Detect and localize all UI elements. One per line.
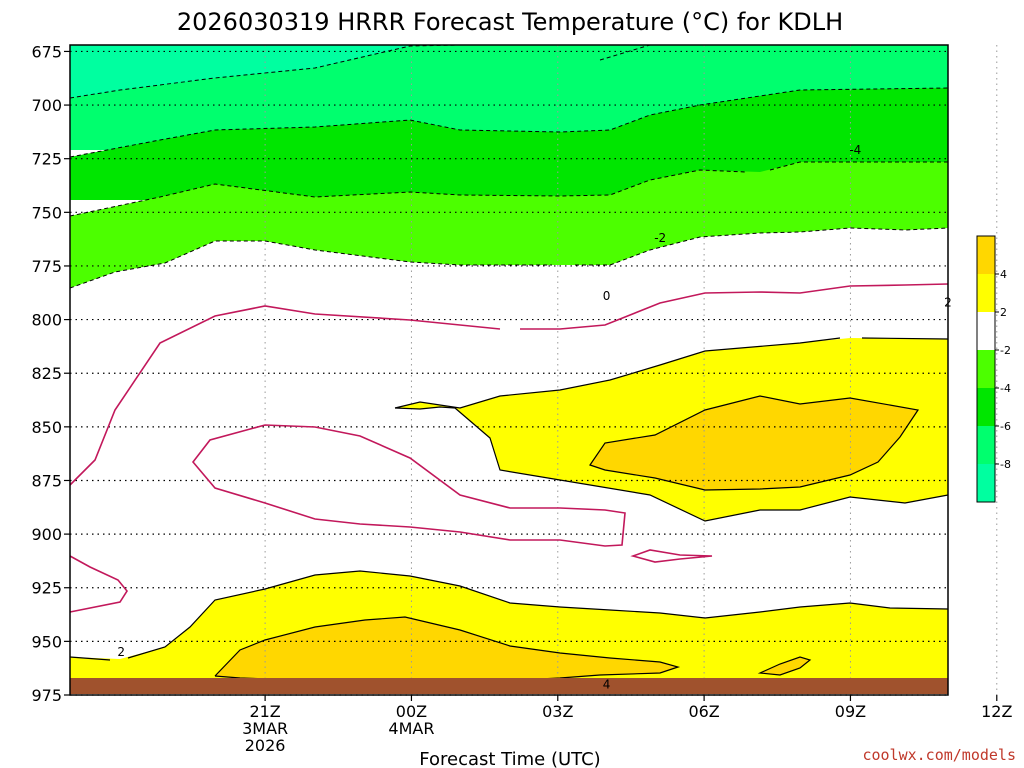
x-tick-label: 12Z xyxy=(981,702,1012,721)
y-tick-label: 725 xyxy=(31,150,62,169)
colorbar: 4 2 -2 -4 -6 -8 xyxy=(976,235,1011,503)
contour-plus4-small xyxy=(757,656,812,676)
contour-minus2-right xyxy=(575,227,949,266)
contour-plus2-upper-right xyxy=(861,337,949,340)
x-tick-label: 03Z xyxy=(542,702,573,721)
x-axis-label: Forecast Time (UTC) xyxy=(419,749,600,768)
x-tick-label: 09Z xyxy=(835,702,866,721)
y-tick-label: 700 xyxy=(31,96,62,115)
contour-plus4-lower xyxy=(214,616,681,681)
contour-label: -4 xyxy=(849,143,861,157)
contour-plus2-upper xyxy=(394,337,841,409)
plot-frame xyxy=(69,44,949,696)
ground-surface xyxy=(70,678,948,694)
colorbar-label: 4 xyxy=(1000,268,1007,281)
colorbar-swatch xyxy=(977,350,995,388)
contour-zero-inner-loop xyxy=(191,424,626,547)
colorbar-label: -4 xyxy=(1000,382,1011,395)
colorbar-swatch xyxy=(977,236,995,274)
y-tick-label: 675 xyxy=(31,42,62,61)
fill-region-plus4-lower xyxy=(215,617,678,682)
contour-fills xyxy=(70,45,948,682)
contour-zero-small-loop xyxy=(630,549,713,563)
contour-label: 2 xyxy=(117,645,125,659)
contour-plus2-lower-right xyxy=(127,570,949,659)
y-tick-label: 875 xyxy=(31,471,62,490)
y-tick-label: 975 xyxy=(31,686,62,705)
contour-label: -2 xyxy=(654,231,666,245)
colorbar-swatch xyxy=(977,464,995,502)
contour-minus4 xyxy=(69,169,746,217)
contour-minus2 xyxy=(69,240,552,289)
contour-minus4-right xyxy=(769,161,948,171)
contour-minus8-right xyxy=(599,44,651,61)
colorbar-swatch xyxy=(977,312,995,350)
y-tick-label: 850 xyxy=(31,418,62,437)
fill-region-plus4-small xyxy=(760,657,810,675)
fill-region-plus4-upper xyxy=(590,396,918,490)
colorbar-label: -6 xyxy=(1000,420,1011,433)
contour-zero-upper-left xyxy=(69,305,501,486)
x-tick-label: 21Z xyxy=(249,702,280,721)
contour-lines xyxy=(69,44,949,683)
colorbar-label: -2 xyxy=(1000,344,1011,357)
contour-plus2-lower xyxy=(69,656,111,661)
x-tick-label: 3MAR xyxy=(242,719,288,738)
y-tick-label: 750 xyxy=(31,203,62,222)
x-tick-label: 06Z xyxy=(688,702,719,721)
colorbar-swatch xyxy=(977,388,995,426)
credit-text: coolwx.com/models xyxy=(862,746,1016,764)
contour-label: 4 xyxy=(603,677,611,691)
y-tick-label: 775 xyxy=(31,257,62,276)
chart-title: 2026030319 HRRR Forecast Temperature (°C… xyxy=(177,8,843,36)
contour-zero-lower-left xyxy=(69,555,128,613)
colorbar-swatch xyxy=(977,426,995,464)
contour-plus4-upper xyxy=(589,395,920,491)
colorbar-frame xyxy=(976,235,996,503)
y-axis: 675 700 725 750 775 800 825 850 875 900 925 950 975 xyxy=(31,42,70,705)
contour-plus2-upper-bottom xyxy=(394,406,949,522)
x-tick-label: 2026 xyxy=(245,736,286,755)
y-tick-label: 950 xyxy=(31,632,62,651)
colorbar-label: -8 xyxy=(1000,458,1011,471)
x-tick-label: 4MAR xyxy=(388,719,434,738)
grid-lines xyxy=(70,45,998,696)
contour-zero-upper-right xyxy=(520,283,949,330)
y-tick-label: 900 xyxy=(31,525,62,544)
colorbar-label: 2 xyxy=(1000,306,1007,319)
contour-label: 0 xyxy=(603,289,611,303)
colorbar-swatch xyxy=(977,274,995,312)
y-tick-label: 825 xyxy=(31,364,62,383)
fill-band-minus2 xyxy=(70,162,948,288)
x-tick-label: 00Z xyxy=(396,702,427,721)
contour-minus6 xyxy=(69,87,949,158)
contour-minus8 xyxy=(69,44,461,99)
y-tick-label: 925 xyxy=(31,579,62,598)
y-tick-label: 800 xyxy=(31,311,62,330)
